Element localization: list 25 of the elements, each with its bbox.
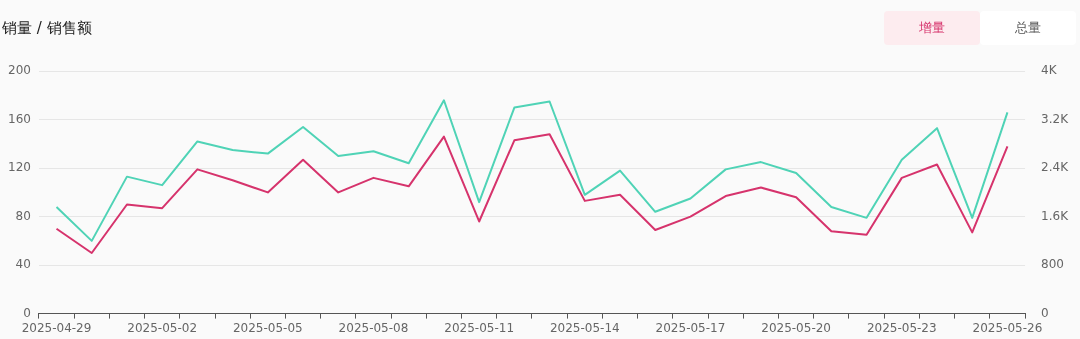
y2-tick-label: 4K bbox=[1041, 63, 1058, 78]
x-tick-label: 2025-05-26 bbox=[972, 320, 1043, 335]
x-tick-label: 2025-05-02 bbox=[127, 320, 198, 335]
x-tick-label: 2025-05-17 bbox=[655, 320, 726, 335]
x-tick-label: 2025-05-23 bbox=[866, 320, 937, 335]
x-tick-label: 2025-05-14 bbox=[549, 320, 620, 335]
y2-tick-label: 3.2K bbox=[1041, 111, 1070, 126]
x-tick-label: 2025-05-11 bbox=[444, 320, 515, 335]
y-tick-label: 120 bbox=[8, 160, 31, 175]
x-tick-label: 2025-04-29 bbox=[21, 320, 92, 335]
y-tick-label: 200 bbox=[8, 63, 31, 78]
x-tick-label: 2025-05-05 bbox=[232, 320, 303, 335]
x-tick-label: 2025-05-08 bbox=[338, 320, 409, 335]
y-tick-label: 0 bbox=[23, 305, 31, 320]
y2-tick-label: 800 bbox=[1041, 257, 1064, 272]
y2-tick-label: 0 bbox=[1041, 305, 1049, 320]
text: 增量 bbox=[884, 11, 980, 45]
y2-tick-label: 2.4K bbox=[1041, 160, 1070, 175]
y-tick-label: 160 bbox=[8, 111, 31, 126]
y-tick-label: 80 bbox=[15, 208, 31, 223]
y-tick-label: 40 bbox=[15, 257, 31, 272]
text: 总量 bbox=[980, 11, 1076, 45]
x-tick-label: 2025-05-20 bbox=[761, 320, 831, 335]
y2-tick-label: 1.6K bbox=[1041, 208, 1070, 223]
chart-title: 销量 / 销售额 bbox=[1, 18, 92, 38]
